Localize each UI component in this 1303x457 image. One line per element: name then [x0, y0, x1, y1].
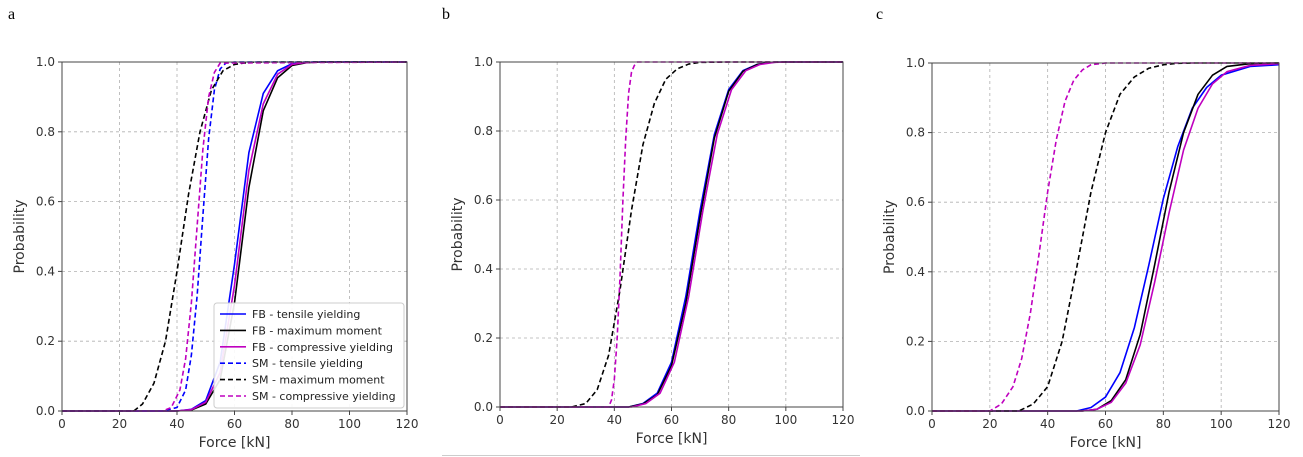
x-tick-label-a-5: 100 [338, 417, 361, 431]
legend-label-2: FB - compressive yielding [252, 341, 393, 354]
y-axis-label-c: Probability [882, 200, 898, 274]
y-tick-label-a-2: 0.4 [36, 264, 55, 278]
y-axis-label-b: Probability [450, 197, 466, 271]
y-tick-label-a-1: 0.2 [36, 334, 55, 348]
series-line-a-4 [62, 61, 407, 412]
x-tick-label-a-6: 120 [396, 417, 419, 431]
x-tick-label-a-2: 40 [169, 417, 184, 431]
legend-label-5: SM - compressive yielding [252, 390, 396, 403]
x-tick-label-c-2: 40 [1040, 417, 1055, 431]
x-tick-label-a-3: 60 [227, 417, 242, 431]
legend-box [213, 302, 405, 409]
y-tick-label-a-0: 0.0 [36, 404, 55, 418]
divider-line [442, 455, 860, 456]
plot-c: 0 20 40 60 80 100 120 0.0 0.2 0.4 0.6 0.8 1.0 Force [… [882, 56, 1290, 451]
y-tick-label-c-0: 0.0 [906, 404, 925, 418]
x-tick-label-b-2: 40 [607, 413, 622, 427]
x-axis-label-c: Force [kN] [1070, 435, 1142, 451]
legend-label-4: SM - maximum moment [252, 374, 385, 387]
y-tick-label-b-2: 0.4 [474, 262, 493, 276]
y-tick-label-c-2: 0.4 [906, 265, 925, 279]
x-tick-label-c-0: 0 [928, 417, 936, 431]
plot-b: 0 20 40 60 80 100 120 0.0 0.2 0.4 0.6 0.8 1.0 Force [… [450, 55, 854, 447]
series-line-b-0 [500, 61, 843, 408]
series-line-b-3 [500, 61, 843, 408]
x-tick-label-b-1: 20 [550, 413, 565, 427]
legend: FB - tensile yielding FB - maximum moment… [213, 302, 405, 409]
y-tick-label-a-3: 0.6 [36, 195, 55, 209]
x-tick-label-c-6: 120 [1268, 417, 1291, 431]
plot-a: 0 20 40 60 80 100 120 0.0 0.2 0.4 0.6 0.8 1.0 Force [… [12, 55, 418, 451]
series-line-c-2 [932, 62, 1280, 412]
x-tick-label-b-3: 60 [664, 413, 679, 427]
x-tick-label-b-6: 120 [832, 413, 855, 427]
y-axis-label-a: Probability [12, 199, 28, 273]
series-line-b-4 [500, 61, 843, 408]
x-tick-label-b-4: 80 [721, 413, 736, 427]
panel-letter-c: c [876, 6, 884, 23]
y-tick-label-c-4: 0.8 [906, 126, 925, 140]
series-line-c-3 [932, 62, 1279, 412]
x-tick-label-b-0: 0 [496, 413, 504, 427]
panel-letter-b: b [442, 6, 450, 23]
series-line-b-2 [500, 61, 843, 408]
y-tick-label-a-4: 0.8 [36, 125, 55, 139]
y-tick-label-c-1: 0.2 [906, 334, 925, 348]
x-tick-label-c-3: 60 [1098, 417, 1113, 431]
x-tick-label-a-1: 20 [112, 417, 127, 431]
x-axis-label-b: Force [kN] [636, 431, 708, 447]
series-line-a-5 [62, 61, 408, 412]
x-tick-label-c-1: 20 [982, 417, 997, 431]
series-line-b-1 [500, 61, 843, 408]
x-tick-label-c-5: 100 [1210, 417, 1233, 431]
x-tick-label-a-4: 80 [284, 417, 299, 431]
panel-letter-a: a [8, 6, 16, 23]
legend-label-0: FB - tensile yielding [252, 308, 360, 321]
legend-label-1: FB - maximum moment [252, 324, 383, 337]
legend-label-3: SM - tensile yielding [252, 357, 363, 370]
axes-frame-b [499, 61, 844, 408]
x-tick-label-a-0: 0 [58, 417, 66, 431]
x-axis-label-a: Force [kN] [199, 435, 271, 451]
series-line-c-0 [932, 63, 1280, 412]
y-tick-label-b-0: 0.0 [474, 400, 493, 414]
y-tick-label-c-3: 0.6 [906, 195, 925, 209]
y-tick-label-a-5: 1.0 [36, 55, 55, 69]
y-tick-label-b-3: 0.6 [474, 193, 493, 207]
y-tick-label-b-5: 1.0 [474, 55, 493, 69]
y-tick-label-b-4: 0.8 [474, 124, 493, 138]
series-line-c-4 [932, 62, 1279, 412]
y-tick-label-b-1: 0.2 [474, 331, 493, 345]
x-tick-label-c-4: 80 [1156, 417, 1171, 431]
x-tick-label-b-5: 100 [774, 413, 797, 427]
y-tick-label-c-5: 1.0 [906, 56, 925, 70]
